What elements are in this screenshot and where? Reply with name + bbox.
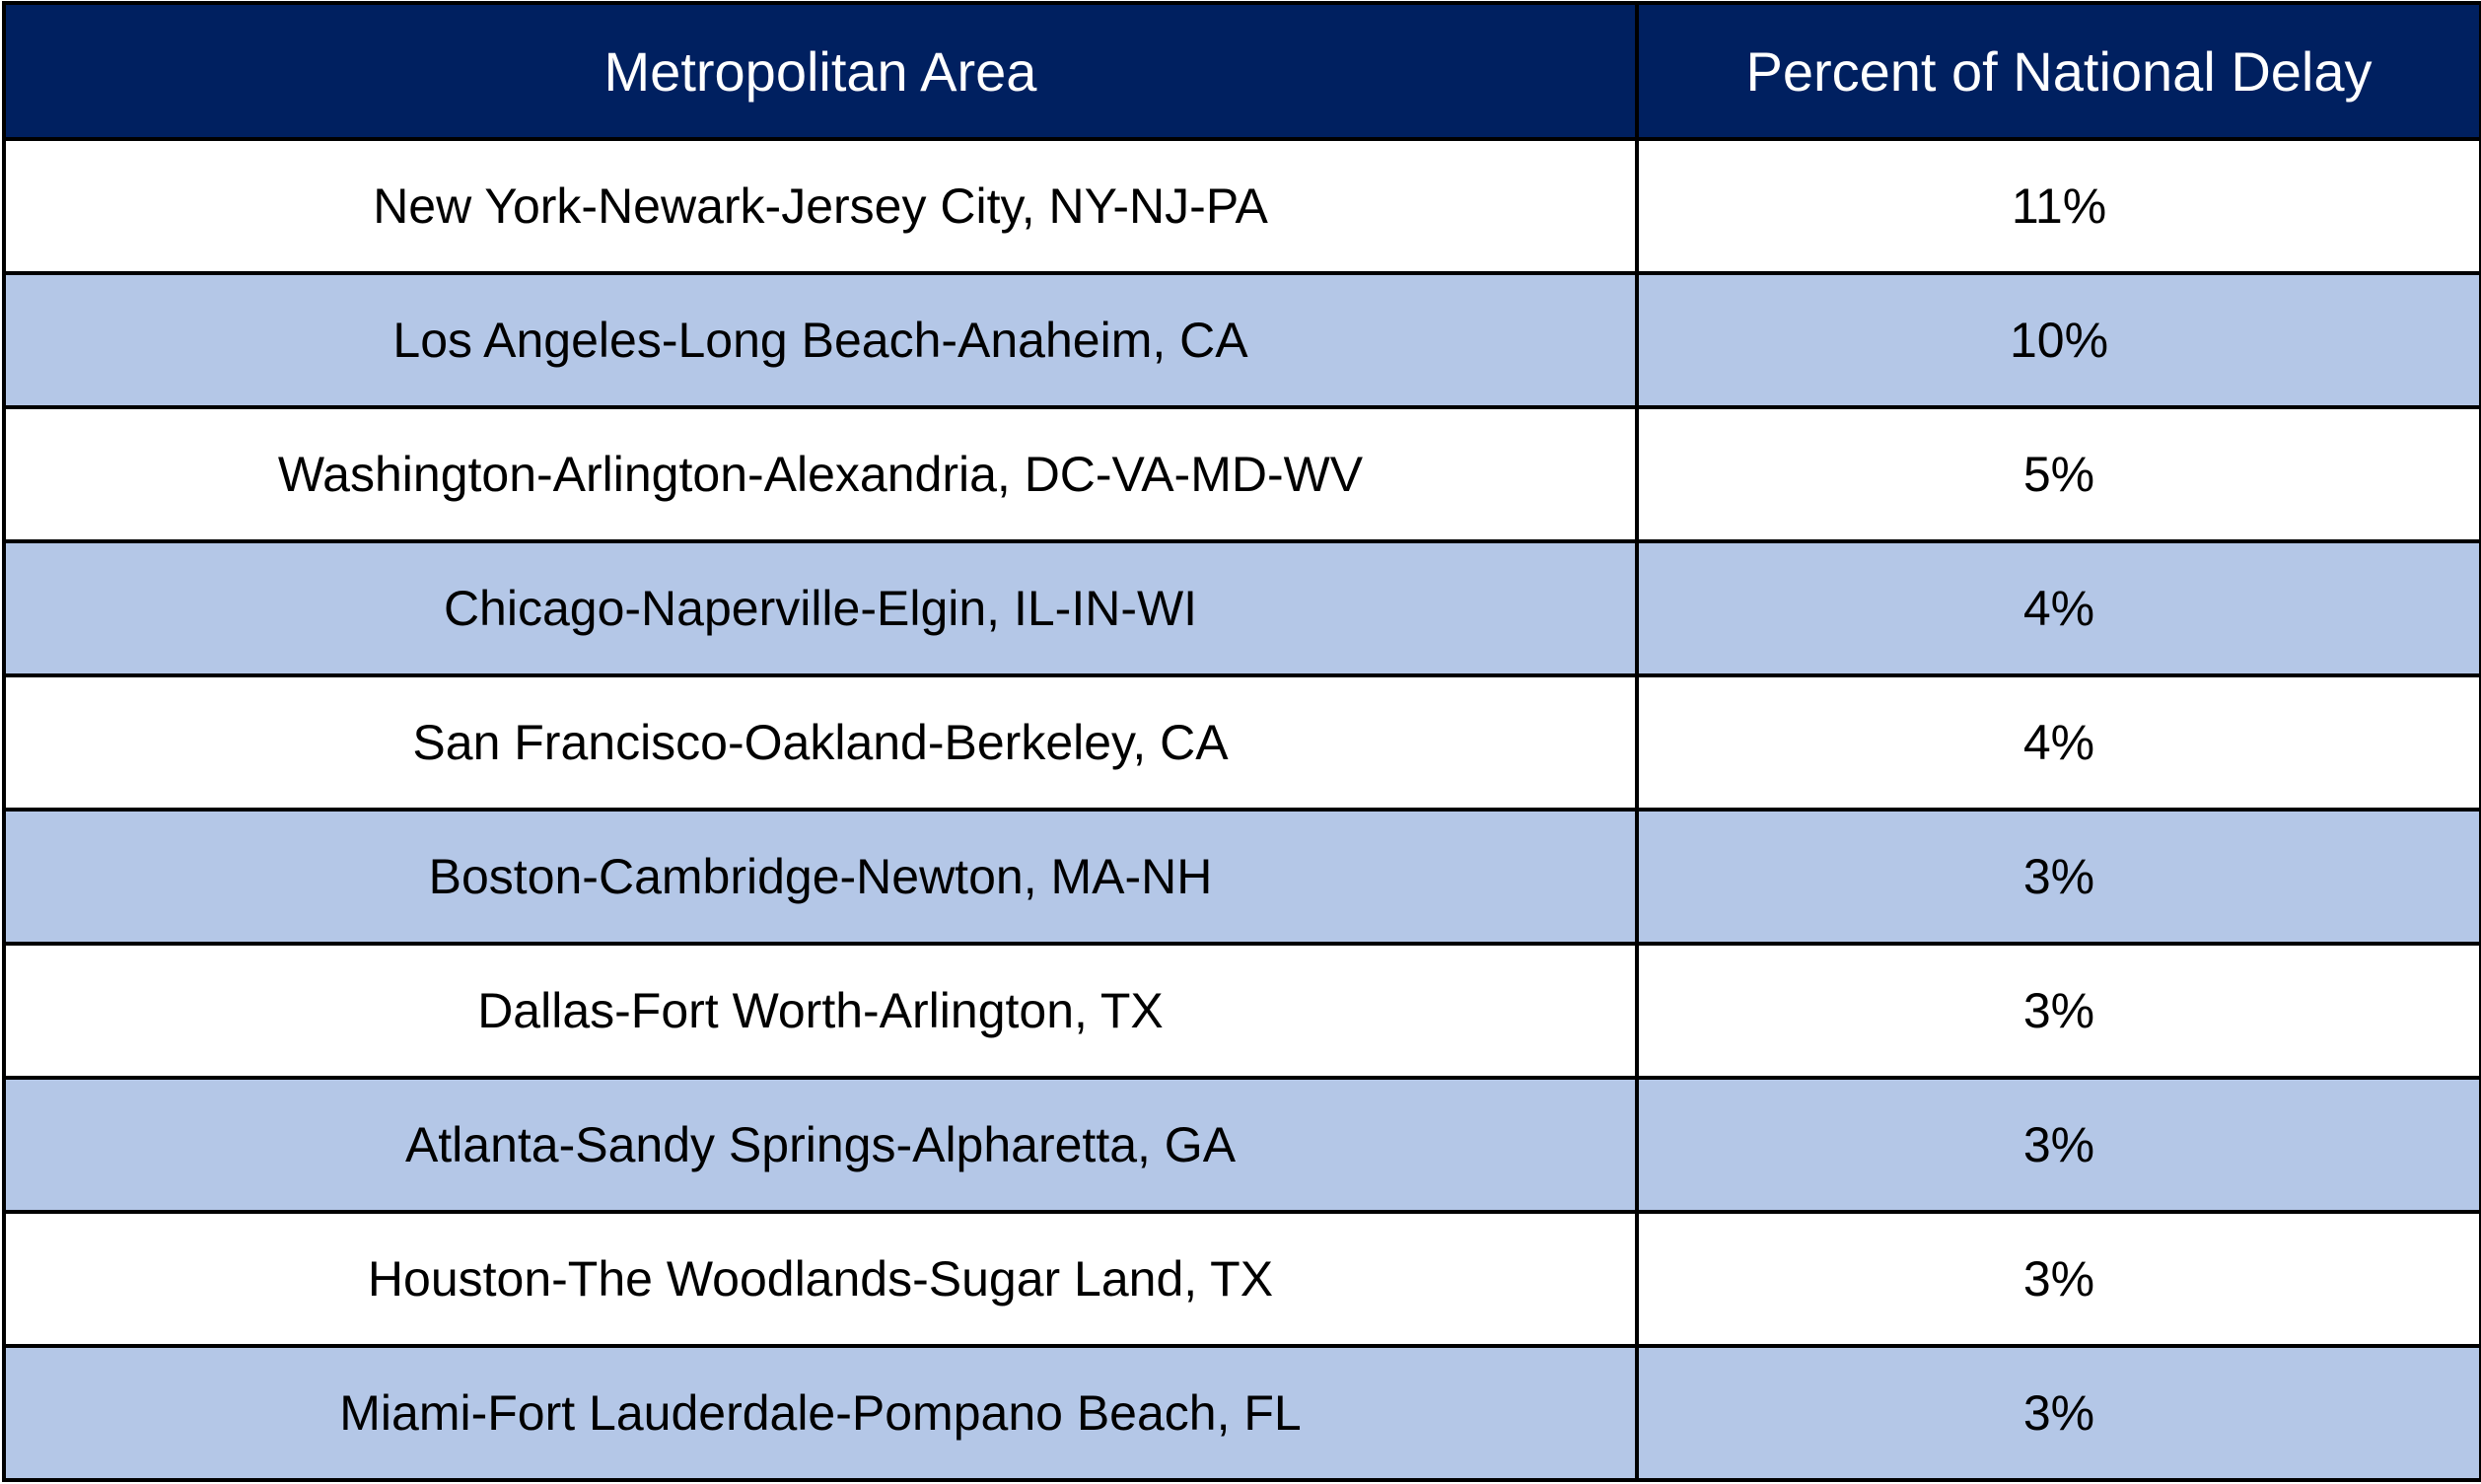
metro-area-cell: Washington-Arlington-Alexandria, DC-VA-M…	[2, 405, 1639, 543]
percent-delay-cell: 3%	[1635, 942, 2481, 1080]
table-row: Los Angeles-Long Beach-Anaheim, CA 10%	[2, 271, 2481, 409]
table-row: San Francisco-Oakland-Berkeley, CA 4%	[2, 673, 2481, 812]
metro-area-cell: Miami-Fort Lauderdale-Pompano Beach, FL	[2, 1344, 1639, 1482]
percent-delay-cell: 10%	[1635, 271, 2481, 409]
percent-delay-cell: 4%	[1635, 539, 2481, 677]
metro-area-cell: New York-Newark-Jersey City, NY-NJ-PA	[2, 137, 1639, 275]
percent-delay-cell: 3%	[1635, 1344, 2481, 1482]
table-row: Dallas-Fort Worth-Arlington, TX 3%	[2, 942, 2481, 1080]
percent-delay-cell: 3%	[1635, 1076, 2481, 1214]
table-row: Atlanta-Sandy Springs-Alpharetta, GA 3%	[2, 1076, 2481, 1214]
header-metropolitan-area: Metropolitan Area	[2, 1, 1639, 141]
metro-area-cell: Houston-The Woodlands-Sugar Land, TX	[2, 1210, 1639, 1348]
metro-area-cell: Atlanta-Sandy Springs-Alpharetta, GA	[2, 1076, 1639, 1214]
table-row: Boston-Cambridge-Newton, MA-NH 3%	[2, 808, 2481, 946]
percent-delay-cell: 11%	[1635, 137, 2481, 275]
percent-delay-cell: 5%	[1635, 405, 2481, 543]
metro-area-cell: Los Angeles-Long Beach-Anaheim, CA	[2, 271, 1639, 409]
table-header-row: Metropolitan Area Percent of National De…	[2, 1, 2481, 141]
table-row: Miami-Fort Lauderdale-Pompano Beach, FL …	[2, 1344, 2481, 1482]
percent-delay-cell: 3%	[1635, 1210, 2481, 1348]
percent-delay-cell: 4%	[1635, 673, 2481, 812]
metro-area-cell: Chicago-Naperville-Elgin, IL-IN-WI	[2, 539, 1639, 677]
percent-delay-cell: 3%	[1635, 808, 2481, 946]
header-percent-national-delay: Percent of National Delay	[1635, 1, 2481, 141]
table-row: New York-Newark-Jersey City, NY-NJ-PA 11…	[2, 137, 2481, 275]
table-row: Chicago-Naperville-Elgin, IL-IN-WI 4%	[2, 539, 2481, 677]
metro-area-cell: Boston-Cambridge-Newton, MA-NH	[2, 808, 1639, 946]
metro-area-cell: Dallas-Fort Worth-Arlington, TX	[2, 942, 1639, 1080]
table-row: Houston-The Woodlands-Sugar Land, TX 3%	[2, 1210, 2481, 1348]
metro-area-cell: San Francisco-Oakland-Berkeley, CA	[2, 673, 1639, 812]
table-row: Washington-Arlington-Alexandria, DC-VA-M…	[2, 405, 2481, 543]
